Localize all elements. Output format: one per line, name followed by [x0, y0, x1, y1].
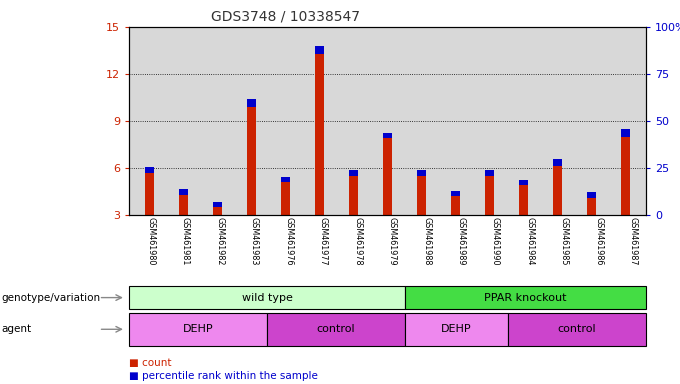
Bar — [622, 129, 630, 137]
Text: control: control — [317, 324, 355, 334]
Text: GSM461978: GSM461978 — [353, 217, 362, 265]
Text: GSM461981: GSM461981 — [181, 217, 190, 265]
Bar — [350, 170, 358, 176]
Bar — [316, 46, 324, 53]
Bar — [146, 167, 154, 173]
Bar — [282, 182, 290, 215]
Bar — [520, 180, 528, 185]
Bar — [554, 166, 562, 215]
Bar — [282, 177, 290, 182]
Text: GSM461980: GSM461980 — [146, 217, 156, 265]
Text: genotype/variation: genotype/variation — [1, 293, 101, 303]
Text: wild type: wild type — [241, 293, 292, 303]
Bar — [180, 195, 188, 215]
Bar — [520, 185, 528, 215]
Bar — [384, 133, 392, 138]
Bar — [418, 176, 426, 215]
Text: GSM461990: GSM461990 — [491, 217, 500, 265]
Bar — [214, 207, 222, 215]
Text: GSM461983: GSM461983 — [250, 217, 259, 265]
Text: PPAR knockout: PPAR knockout — [484, 293, 566, 303]
Bar — [418, 170, 426, 176]
Text: DEHP: DEHP — [183, 324, 214, 334]
Text: agent: agent — [1, 324, 31, 334]
Bar — [180, 189, 188, 195]
Bar — [350, 176, 358, 215]
Bar — [248, 99, 256, 107]
Bar — [146, 173, 154, 215]
Bar — [248, 107, 256, 215]
Bar — [486, 176, 494, 215]
Bar — [452, 191, 460, 196]
Bar — [554, 159, 562, 166]
Text: GSM461979: GSM461979 — [388, 217, 396, 266]
Text: GSM461977: GSM461977 — [319, 217, 328, 266]
Bar — [384, 138, 392, 215]
Text: ■ count: ■ count — [129, 358, 171, 368]
Text: GSM461985: GSM461985 — [560, 217, 569, 265]
Bar — [452, 196, 460, 215]
Bar — [316, 53, 324, 215]
Bar — [486, 170, 494, 176]
Bar — [214, 202, 222, 207]
Text: GSM461986: GSM461986 — [594, 217, 603, 265]
Text: DEHP: DEHP — [441, 324, 472, 334]
Text: GSM461984: GSM461984 — [526, 217, 534, 265]
Text: GSM461982: GSM461982 — [216, 217, 224, 265]
Text: ■ percentile rank within the sample: ■ percentile rank within the sample — [129, 371, 318, 381]
Text: GDS3748 / 10338547: GDS3748 / 10338547 — [211, 10, 360, 23]
Text: GSM461988: GSM461988 — [422, 217, 431, 265]
Text: GSM461987: GSM461987 — [629, 217, 638, 265]
Text: GSM461976: GSM461976 — [284, 217, 293, 265]
Text: control: control — [558, 324, 596, 334]
Bar — [588, 192, 596, 198]
Bar — [622, 137, 630, 215]
Bar — [588, 198, 596, 215]
Text: GSM461989: GSM461989 — [456, 217, 466, 265]
